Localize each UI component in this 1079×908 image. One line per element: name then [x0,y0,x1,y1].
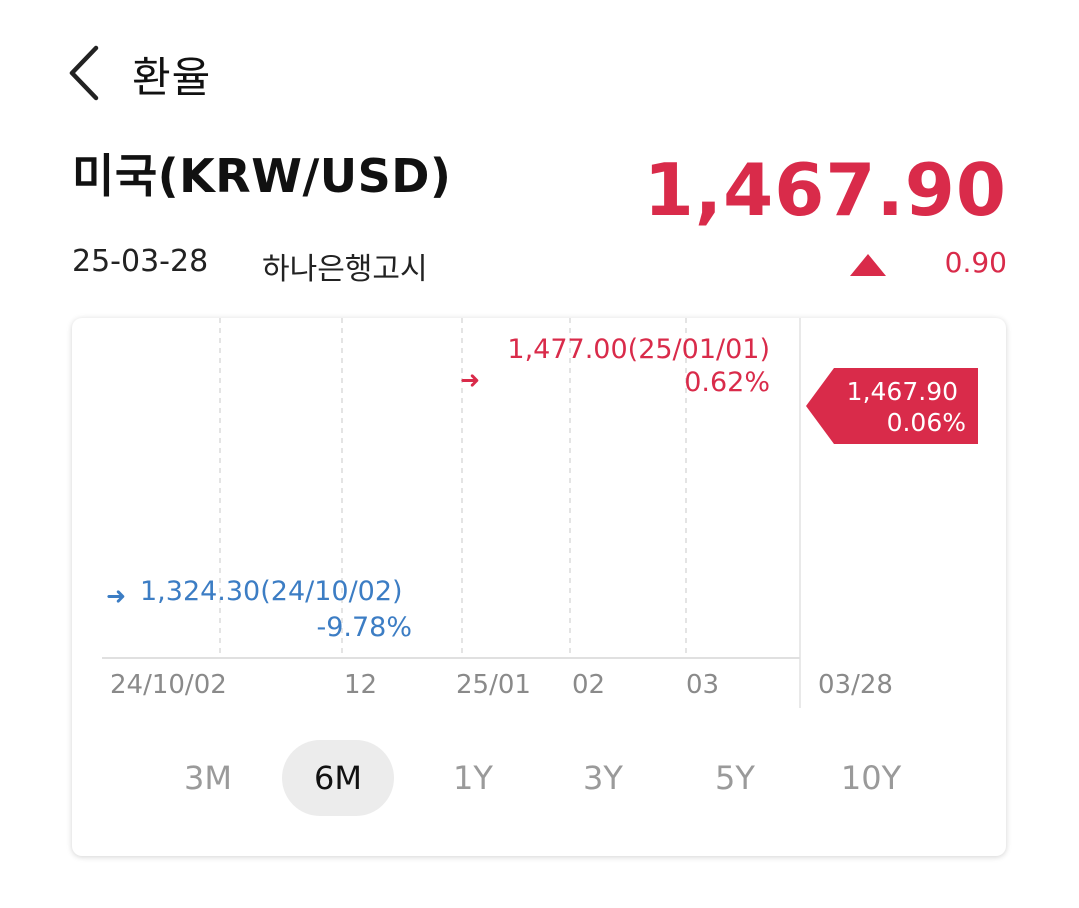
triangle-up-icon [850,254,886,276]
back-button[interactable] [62,42,110,104]
x-tick-label: 03 [686,670,719,700]
x-end-label: 03/28 [818,670,893,700]
current-value-label: 1,467.90 [847,377,958,406]
current-value-flag [806,368,978,444]
low-pct: -9.78% [316,612,412,643]
chart-card: 1,440.001,400.001,360.0024/10/021225/010… [72,318,1006,856]
tab-1y[interactable]: 1Y [453,759,493,797]
arrow-right-icon: ➜ [106,582,126,610]
x-tick-label: 02 [572,670,605,700]
x-tick-label: 25/01 [456,670,531,700]
tab-3y[interactable]: 3Y [583,759,623,797]
rate-date: 25-03-28 [72,244,209,279]
currency-pair-name: 미국(KRW/USD) [72,149,452,203]
tab-6m[interactable]: 6M [282,740,394,816]
tab-3m[interactable]: 3M [184,759,232,797]
low-label: 1,324.30(24/10/02) [140,576,403,607]
tab-10y[interactable]: 10Y [840,759,902,797]
tab-5y[interactable]: 5Y [715,759,755,797]
rate-change-value: 0.90 [944,246,1007,279]
header: 환율 [0,0,1079,140]
screen-title: 환율 [132,53,212,102]
rate-line-chart: 1,440.001,400.001,360.0024/10/021225/010… [102,318,978,708]
x-tick-label: 24/10/02 [110,670,227,700]
x-tick-label: 12 [344,670,377,700]
chevron-left-icon [69,45,99,101]
rate-source: 하나은행고시 [262,252,428,287]
high-label: 1,477.00(25/01/01) [507,334,770,365]
high-pct: 0.62% [684,367,770,398]
current-value-pct: 0.06% [887,408,966,437]
period-tabs: 3M 6M 1Y 3Y 5Y 10Y [72,740,1006,820]
arrow-right-icon: ➜ [460,366,480,394]
exchange-rate-value: 1,467.90 [643,148,1007,232]
